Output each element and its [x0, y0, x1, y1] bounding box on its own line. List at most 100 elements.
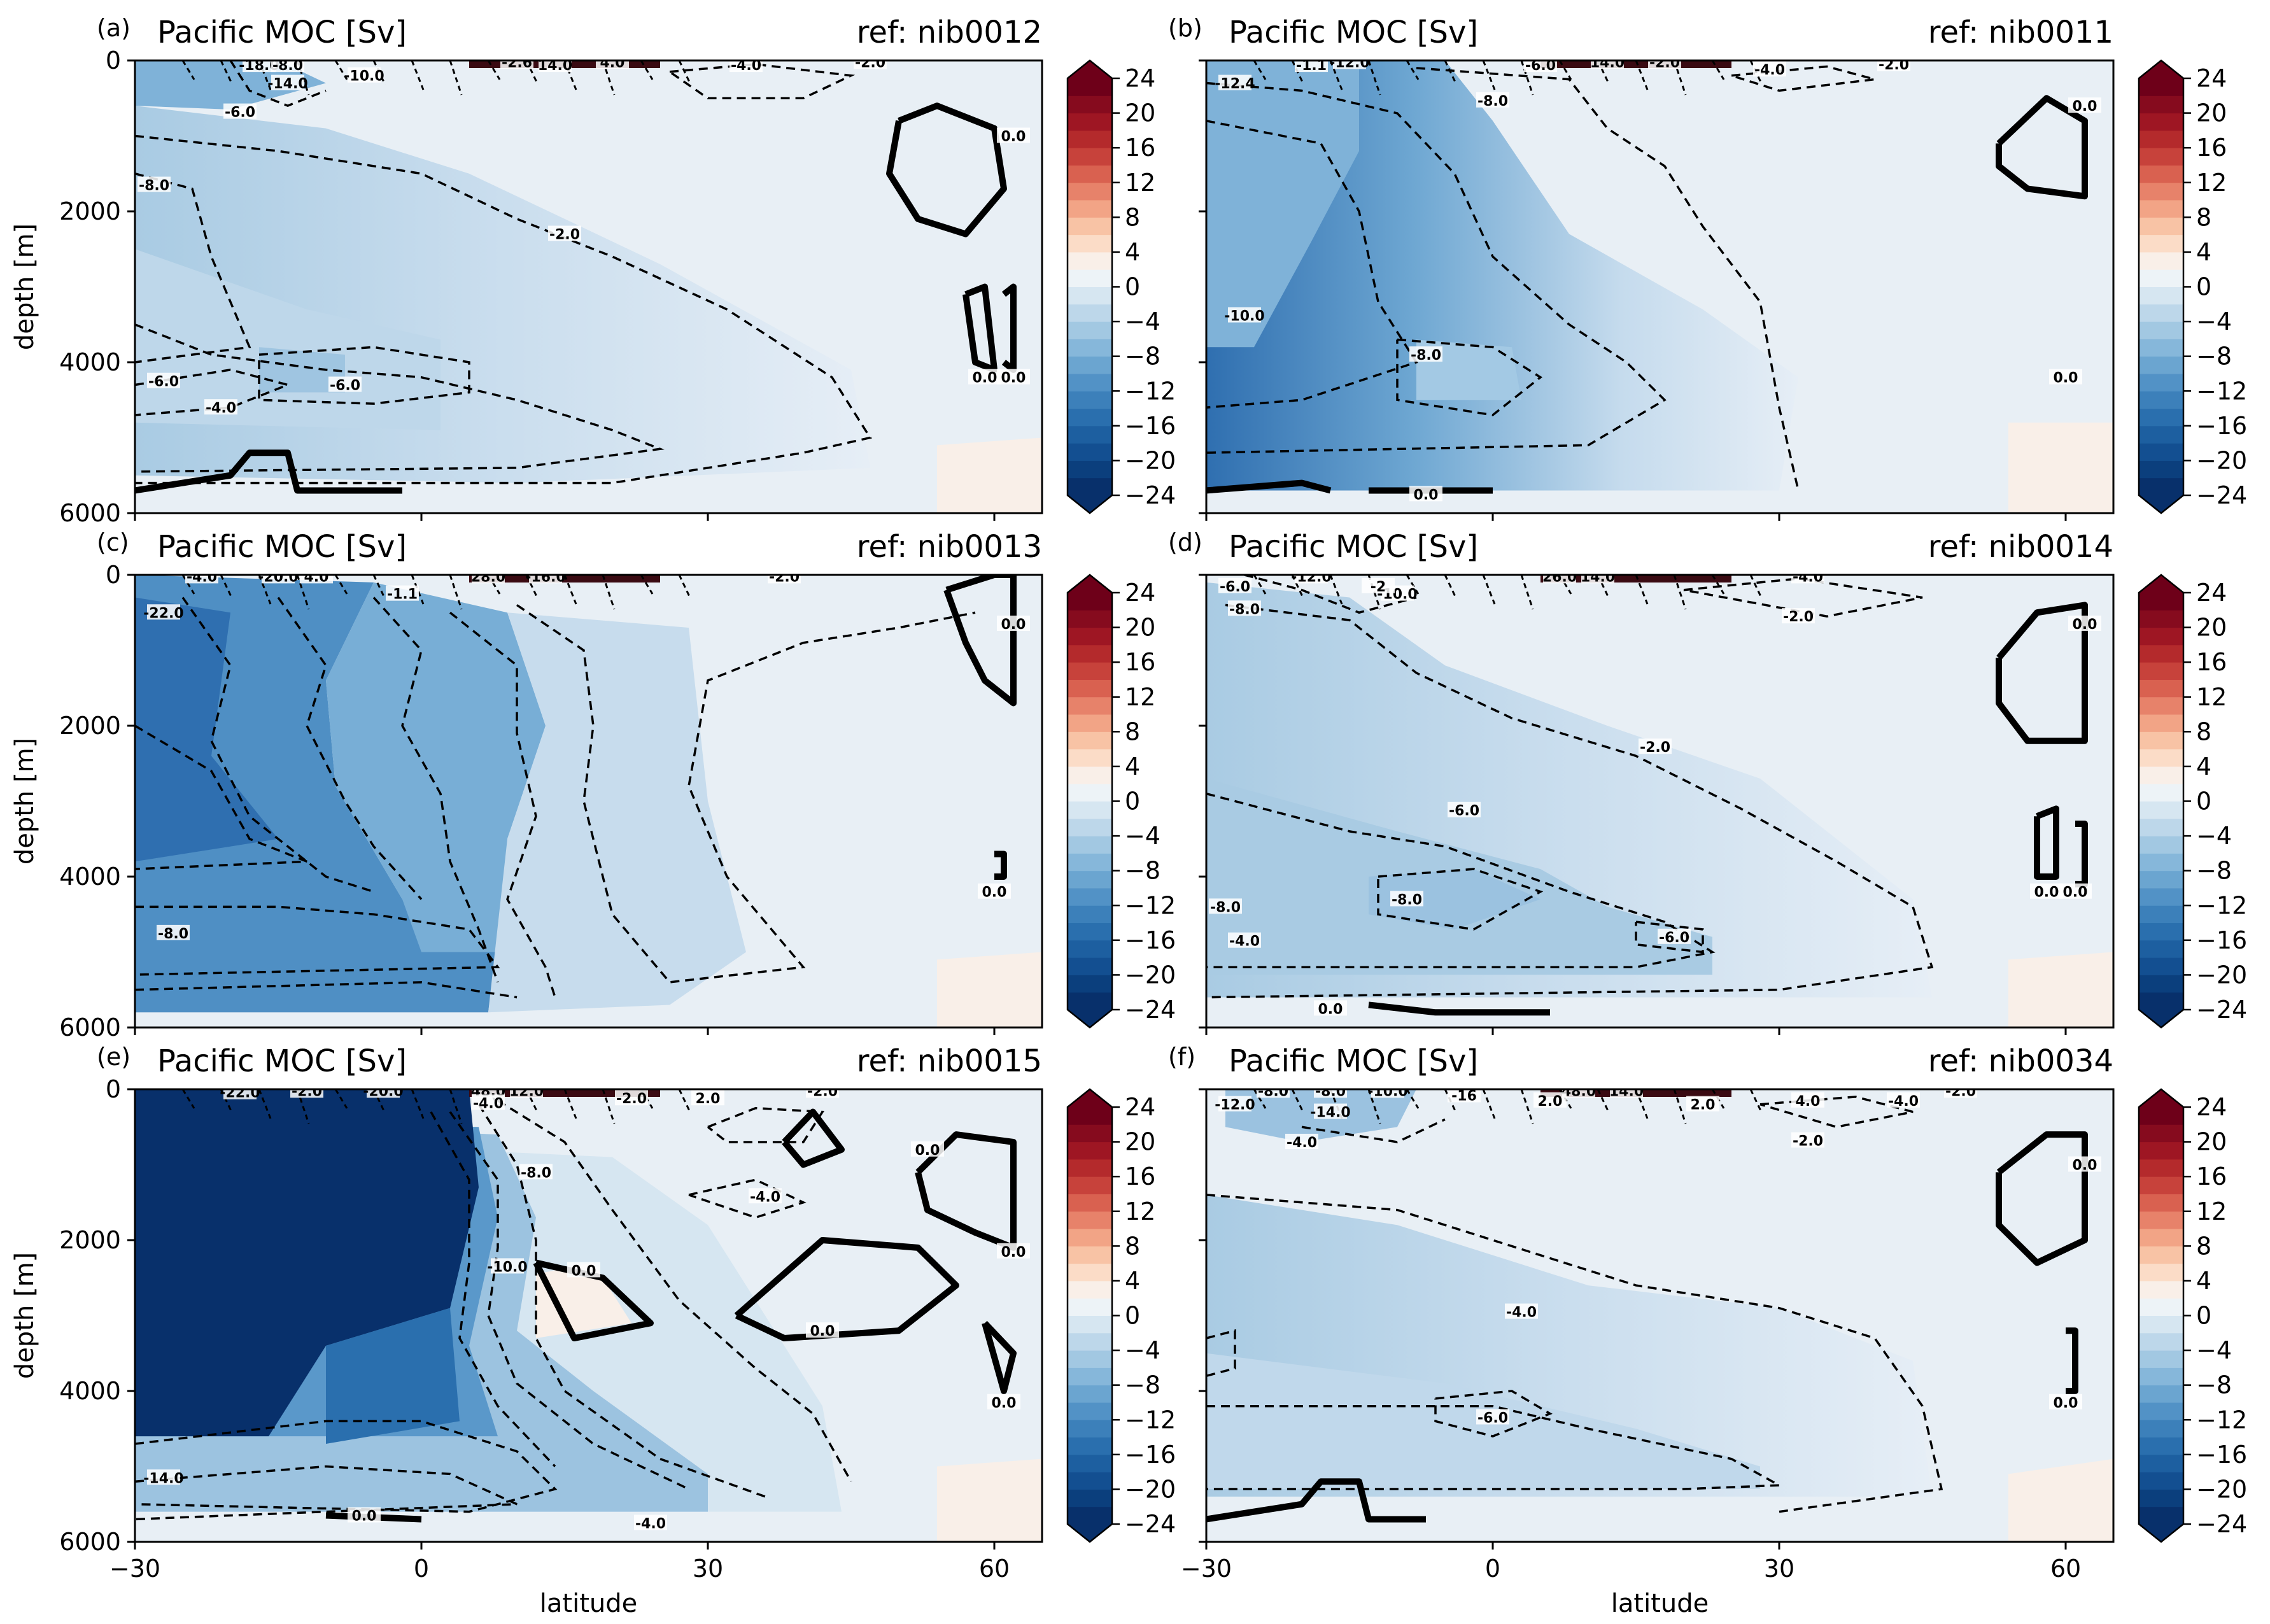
colorbar-swatch [1068, 975, 1112, 993]
surface-contour [296, 1089, 310, 1124]
contour-label: -4.0 [635, 1516, 666, 1532]
surface-contour [334, 1089, 348, 1109]
contour-label: -12.0 [1329, 55, 1369, 71]
contour-label: 14.0 [1590, 55, 1625, 71]
field-region [1206, 60, 1798, 491]
contour-label-bg [987, 1394, 1020, 1409]
contour-label-bg [1591, 60, 1624, 69]
contour-label-bg [1228, 932, 1261, 948]
contour-label: -8.0 [158, 926, 188, 942]
colorbar-swatch [1068, 391, 1112, 409]
contour-label: 0.0 [1318, 1001, 1343, 1017]
y-tick-label: 0 [106, 46, 121, 74]
colorbar-swatch [2139, 1263, 2183, 1282]
colorbar-swatch [2139, 696, 2183, 715]
contour-label-bg [2049, 1394, 2082, 1409]
contour-label-bg [147, 372, 180, 388]
panel-ref: ref: nib0012 [857, 15, 1042, 50]
field-region [135, 597, 278, 862]
contour-label-bg [1533, 1092, 1567, 1108]
colorbar-tick-label: 24 [1125, 579, 1155, 607]
contour-label-bg [1476, 1409, 1509, 1425]
colorbar-swatch [1068, 1367, 1112, 1386]
contour-label-bg [386, 585, 419, 601]
colorbar-swatch [1068, 1263, 1112, 1282]
surface-contour [449, 60, 463, 95]
colorbar-tick-label: 20 [2196, 99, 2227, 127]
panel-ref: ref: nib0014 [1928, 529, 2113, 565]
surface-contour [1749, 575, 1763, 600]
contour-label: -6.0 [330, 378, 360, 394]
contour-label-bg [223, 1089, 257, 1099]
contour-label: 0.0 [2073, 99, 2097, 115]
contour-label: -4.0 [1287, 1135, 1317, 1151]
colorbar-swatch [2139, 304, 2183, 322]
colorbar-tick-label: 16 [2196, 1162, 2227, 1190]
colorbar-swatch [2139, 1506, 2183, 1525]
colorbar-tick-label: −4 [2196, 822, 2232, 850]
panel-title: Pacific MOC [Sv] [157, 15, 407, 50]
plot-area: -22.0 -2.0 -20.0 48.0 12.0-4.0 -2.0 2.0 -2.0-8.… [135, 1089, 1042, 1542]
field-region [488, 612, 746, 1013]
x-tick-label: 0 [1485, 1555, 1500, 1583]
colorbar-swatch [2139, 1489, 2183, 1507]
zero-contour [1996, 1131, 2088, 1266]
colorbar-tick-label: −20 [2196, 1475, 2247, 1503]
colorbar-tick-label: −16 [2196, 926, 2247, 954]
surface-contour [1406, 1089, 1420, 1109]
colorbar-swatch [2139, 1402, 2183, 1420]
contour-label-bg [2049, 369, 2082, 385]
colorbar-tick-label: 4 [2196, 1267, 2211, 1295]
contour-label-bg [1390, 891, 1423, 907]
contour-label-bg [300, 575, 333, 584]
contour-label-bg [262, 575, 295, 584]
colorbar-swatch [1068, 304, 1112, 322]
colorbar-swatch [1068, 443, 1112, 461]
colorbar-tick-label: 8 [1125, 1232, 1140, 1260]
surface-contour [1406, 575, 1420, 595]
contour-label-bg [1887, 1092, 1920, 1108]
colorbar-swatch [2139, 818, 2183, 837]
colorbar-swatch [1068, 818, 1112, 837]
contour-label-bg [749, 1188, 782, 1204]
contour-label-bg [1791, 575, 1824, 584]
colorbar-swatch [1068, 627, 1112, 646]
panel-title: Pacific MOC [Sv] [1229, 15, 1478, 50]
contour-label-bg [1686, 1096, 1719, 1112]
plot-frame [1205, 574, 2115, 1029]
contour-label: 2.0 [696, 1091, 721, 1107]
contour-label: 0.0 [973, 371, 998, 386]
panel-letter: (a) [97, 14, 130, 42]
negative-contour [707, 1106, 825, 1143]
panel-letter: (f) [1168, 1043, 1195, 1071]
surface-contour [181, 575, 195, 595]
negative-contour [1396, 338, 1543, 416]
colorbar-tick-label: 16 [1125, 1162, 1155, 1190]
colorbar-tick-label: 0 [2196, 1302, 2211, 1330]
contour-label-bg [1610, 1089, 1643, 1098]
contour-label-bg [1448, 1089, 1481, 1103]
contour-label-bg [806, 1089, 839, 1098]
contour-label: 4.0 [600, 55, 625, 71]
surface-contour [220, 60, 234, 85]
contour-label-bg [1782, 608, 1815, 624]
colorbar-swatch [1068, 251, 1112, 270]
contour-label: -4.0 [206, 400, 236, 416]
surface-cell [1540, 60, 1731, 68]
colorbar-tick-label: −4 [1125, 822, 1160, 850]
contour-label-bg [2059, 883, 2092, 899]
contour-label: 14.0 [1581, 569, 1615, 585]
colorbar-tick-label: −20 [2196, 961, 2247, 989]
colorbar-swatch [2139, 784, 2183, 801]
colorbar-tick-label: −24 [1125, 1510, 1176, 1538]
negative-contour [135, 369, 292, 416]
colorbar-extend-max [2139, 60, 2183, 78]
plot-frame [1205, 59, 2115, 514]
contour-label: -14.0 [267, 76, 307, 92]
contour-label: -10.0 [1224, 309, 1264, 325]
contour-label-bg [997, 616, 1030, 632]
colorbar-swatch [2139, 425, 2183, 444]
contour-label: 4.0 [1796, 1094, 1821, 1110]
y-tick-label: 2000 [59, 712, 121, 740]
contour-label: -10.0 [487, 1259, 527, 1275]
